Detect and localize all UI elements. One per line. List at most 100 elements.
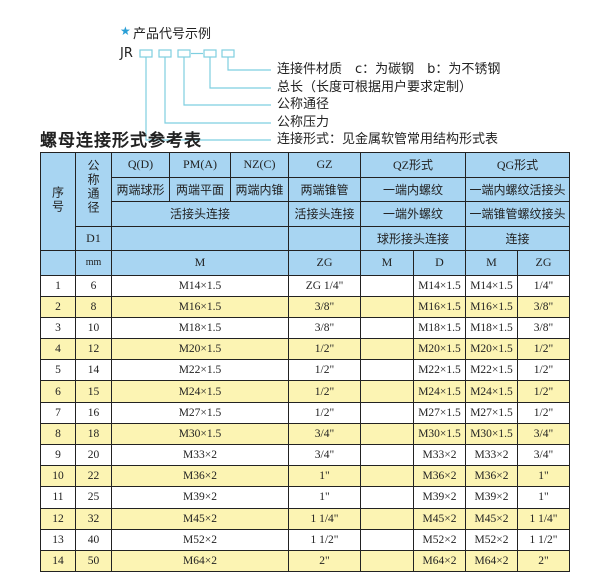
header-shape: 两端内锥: [230, 176, 289, 202]
cell-qg-m: M36×2: [465, 465, 518, 488]
cell-no: 5: [40, 359, 76, 382]
cell-qz-m: [360, 295, 414, 318]
cell-qg-m: M18×1.5: [465, 316, 518, 340]
cell-qg-m: M64×2: [465, 549, 518, 572]
table-row: 9 20 M33×2 3/4" M33×2 M33×2 3/4": [40, 443, 570, 467]
cell-no: 3: [40, 316, 76, 340]
cell-qz-d: M20×1.5: [413, 338, 466, 361]
cell-qg-zg: 1/2": [517, 401, 570, 424]
cell-m: M20×1.5: [111, 338, 289, 361]
table-row: 11 25 M39×2 1" M39×2 M39×2 1": [40, 486, 570, 509]
cell-m: M27×1.5: [111, 401, 289, 424]
cell-m: M45×2: [111, 507, 289, 530]
header-type: QZ形式: [360, 152, 466, 178]
header-connection: 一端外螺纹: [360, 201, 466, 227]
header-type: PM(A): [169, 152, 231, 178]
cell-m: M36×2: [111, 465, 289, 488]
cell-no: 14: [40, 549, 76, 572]
table-row: 8 18 M30×1.5 3/4" M30×1.5 M30×1.5 3/4": [40, 422, 570, 446]
cell-qg-m: M27×1.5: [465, 401, 518, 424]
header-shape: 两端平面: [169, 176, 231, 202]
cell-d1: 8: [75, 295, 112, 318]
header-empty: [288, 225, 361, 251]
header-connection: 一端锥管螺纹接头: [465, 201, 570, 227]
cell-d1: 10: [75, 316, 112, 340]
header-unit: ZG: [288, 250, 361, 276]
header-nominal-diameter: 公称通径: [75, 152, 112, 227]
cell-gz: 1 1/2": [288, 528, 361, 551]
cell-no: 11: [40, 486, 76, 509]
cell-gz: ZG 1/4": [288, 274, 361, 297]
cell-qg-zg: 1/2": [517, 380, 570, 403]
cell-qz-d: M14×1.5: [413, 274, 466, 297]
header-shape: 一端内螺纹活接头: [465, 176, 570, 202]
cell-qz-d: M18×1.5: [413, 316, 466, 340]
header-type: Q(D): [111, 152, 170, 178]
cell-d1: 25: [75, 486, 112, 509]
header-empty: [111, 225, 289, 251]
cell-no: 12: [40, 507, 76, 530]
label-nominal-pressure: 公称压力: [277, 115, 330, 130]
cell-no: 9: [40, 443, 76, 467]
cell-m: M52×2: [111, 528, 289, 551]
header-connection: 球形接头连接: [360, 225, 466, 251]
label-connection-type: 连接形式：见金属软管常用结构形式表: [277, 132, 499, 147]
cell-qg-m: M20×1.5: [465, 338, 518, 361]
cell-no: 7: [40, 401, 76, 424]
cell-qz-d: M22×1.5: [413, 359, 466, 382]
table-row: 14 50 M64×2 2" M64×2 M64×2 2": [40, 549, 570, 572]
header-connection: 活接头连接: [111, 201, 289, 227]
cell-qg-m: M33×2: [465, 443, 518, 467]
cell-m: M39×2: [111, 486, 289, 509]
cell-qz-m: [360, 465, 414, 488]
cell-qz-m: [360, 316, 414, 340]
cell-gz: 1/2": [288, 380, 361, 403]
header-connection: 连接: [465, 225, 570, 251]
cell-no: 8: [40, 422, 76, 446]
table-row: 1 6 M14×1.5 ZG 1/4" M14×1.5 M14×1.5 1/4": [40, 274, 570, 297]
cell-m: M16×1.5: [111, 295, 289, 318]
table-row: 10 22 M36×2 1" M36×2 M36×2 1": [40, 465, 570, 488]
table-row: 12 32 M45×2 1 1/4" M45×2 M45×2 1 1/4": [40, 507, 570, 530]
cell-qz-m: [360, 443, 414, 467]
cell-d1: 6: [75, 274, 112, 297]
cell-qg-m: M30×1.5: [465, 422, 518, 446]
table-row: 4 12 M20×1.5 1/2" M20×1.5 M20×1.5 1/2": [40, 338, 570, 361]
cell-d1: 16: [75, 401, 112, 424]
cell-m: M30×1.5: [111, 422, 289, 446]
cell-gz: 3/8": [288, 316, 361, 340]
cell-m: M64×2: [111, 549, 289, 572]
cell-qz-m: [360, 486, 414, 509]
header-d1: D1: [75, 225, 112, 251]
cell-gz: 1/2": [288, 338, 361, 361]
diagram-heading: 产品代号示例: [133, 27, 212, 42]
cell-qg-zg: 3/4": [517, 422, 570, 446]
cell-gz: 1": [288, 486, 361, 509]
star-icon: ★: [120, 24, 131, 38]
cell-m: M22×1.5: [111, 359, 289, 382]
cell-gz: 3/8": [288, 295, 361, 318]
code-prefix: JR: [120, 46, 133, 61]
cell-qz-m: [360, 380, 414, 403]
label-nominal-diameter: 公称通径: [277, 97, 330, 112]
header-connection: 活接头连接: [288, 201, 361, 227]
cell-qg-zg: 1 1/2": [517, 528, 570, 551]
cell-qz-m: [360, 422, 414, 446]
cell-qz-d: M24×1.5: [413, 380, 466, 403]
cell-d1: 22: [75, 465, 112, 488]
cell-qg-zg: 1": [517, 486, 570, 509]
cell-m: M18×1.5: [111, 316, 289, 340]
header-type: QG形式: [465, 152, 570, 178]
cell-d1: 50: [75, 549, 112, 572]
cell-qz-m: [360, 359, 414, 382]
cell-qg-zg: 2": [517, 549, 570, 572]
table-title: 螺母连接形式参考表: [40, 131, 202, 151]
table-row: 3 10 M18×1.5 3/8" M18×1.5 M18×1.5 3/8": [40, 316, 570, 340]
table-row: 2 8 M16×1.5 3/8" M16×1.5 M16×1.5 3/8": [40, 295, 570, 318]
cell-no: 6: [40, 380, 76, 403]
header-shape: 两端球形: [111, 176, 170, 202]
cell-qz-d: M33×2: [413, 443, 466, 467]
cell-qg-zg: 1/4": [517, 274, 570, 297]
cell-qg-m: M14×1.5: [465, 274, 518, 297]
cell-m: M33×2: [111, 443, 289, 467]
